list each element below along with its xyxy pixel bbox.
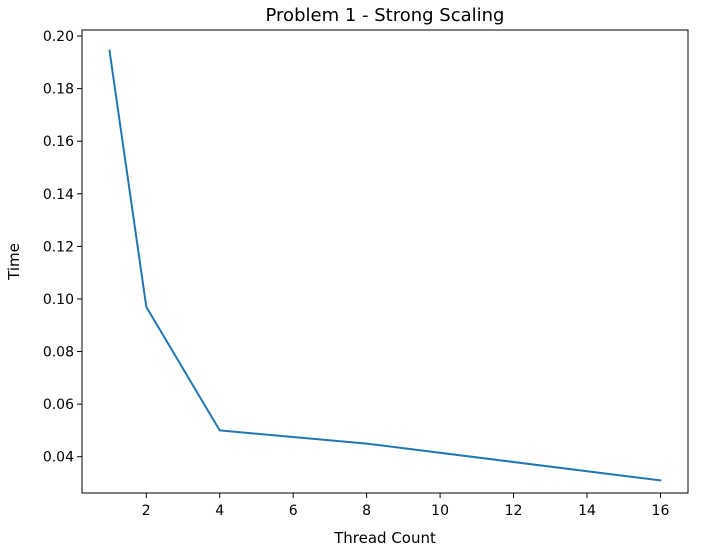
chart-title: Problem 1 - Strong Scaling <box>266 5 505 26</box>
x-tick-label: 14 <box>578 503 596 519</box>
series-line <box>108 49 662 482</box>
y-tick-label: 0.18 <box>43 82 74 98</box>
y-tick-label: 0.20 <box>43 29 74 45</box>
y-tick-label: 0.10 <box>43 292 74 308</box>
x-tick-label: 12 <box>505 503 523 519</box>
x-tick-label: 10 <box>431 503 449 519</box>
y-tick-label: 0.14 <box>43 187 74 203</box>
x-axis-ticks: 2 4 6 8 10 12 14 16 <box>142 493 670 519</box>
x-tick-label: 16 <box>652 503 670 519</box>
x-tick-label: 4 <box>215 503 224 519</box>
y-tick-label: 0.04 <box>43 450 74 466</box>
y-tick-label: 0.16 <box>43 134 74 150</box>
plot-area-frame <box>81 29 689 494</box>
x-tick-label: 6 <box>289 503 298 519</box>
x-axis-label: Thread Count <box>333 529 436 547</box>
y-tick-label: 0.08 <box>43 345 74 361</box>
x-tick-label: 2 <box>142 503 151 519</box>
y-tick-label: 0.12 <box>43 239 74 255</box>
y-tick-label: 0.06 <box>43 397 74 413</box>
y-axis-label: Time <box>5 243 23 281</box>
x-tick-label: 8 <box>362 503 371 519</box>
y-axis-ticks: 0.04 0.06 0.08 0.10 0.12 0.14 0.16 0.18 0.20 <box>43 29 82 466</box>
